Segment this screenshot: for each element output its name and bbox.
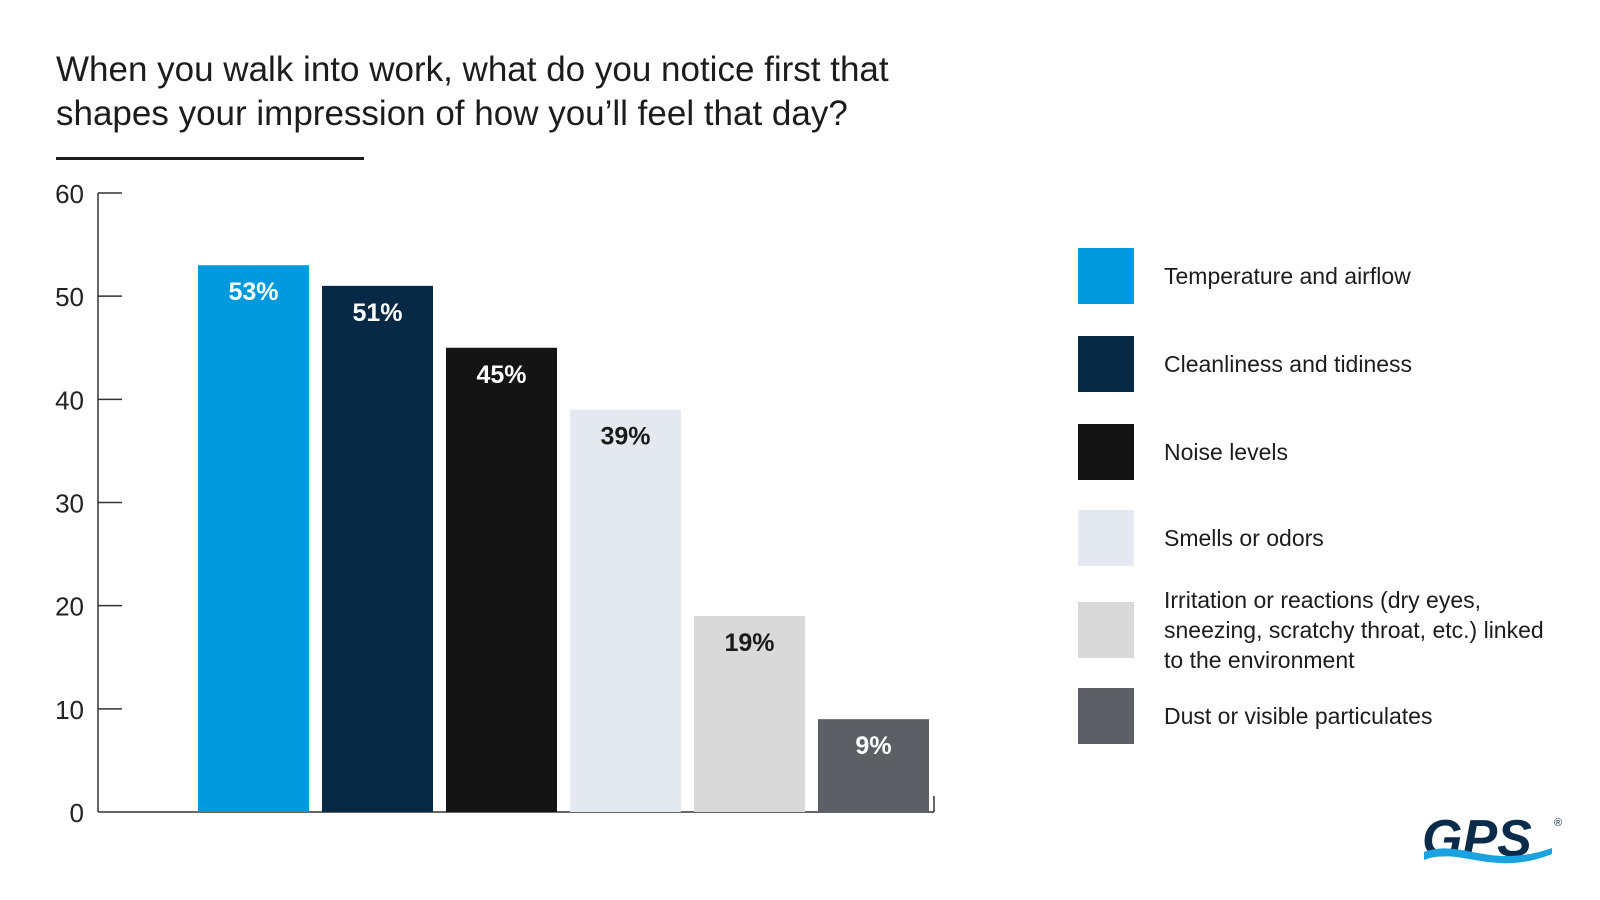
bar-5 bbox=[818, 719, 929, 812]
bar-4 bbox=[694, 615, 805, 812]
bar-3 bbox=[570, 409, 681, 812]
gps-logo: GPS ® bbox=[1422, 810, 1562, 868]
legend-label-smells: Smells or odors bbox=[1164, 525, 1324, 551]
legend-item-irritation: Irritation or reactions (dry eyes, sneez… bbox=[1078, 585, 1544, 675]
y-tick-label-30: 30 bbox=[55, 489, 84, 519]
title-underline bbox=[56, 157, 364, 160]
legend-item-smells: Smells or odors bbox=[1078, 510, 1544, 566]
bar-value-label-1: 51% bbox=[352, 299, 402, 327]
bar-0 bbox=[198, 265, 309, 812]
axes: 0 10 20 30 40 50 60 bbox=[55, 179, 935, 828]
legend-label-cleanliness: Cleanliness and tidiness bbox=[1164, 351, 1413, 377]
bar-value-label-5: 9% bbox=[855, 732, 891, 760]
bar-1 bbox=[322, 285, 433, 813]
legend-item-noise: Noise levels bbox=[1078, 424, 1544, 480]
legend-label-dust: Dust or visible particulates bbox=[1164, 703, 1433, 729]
legend-label-temperature: Temperature and airflow bbox=[1164, 263, 1411, 289]
y-tick-label-50: 50 bbox=[55, 282, 84, 312]
y-tick-label-40: 40 bbox=[55, 385, 84, 415]
legend-item-cleanliness: Cleanliness and tidiness bbox=[1078, 336, 1544, 392]
bar-value-label-0: 53% bbox=[228, 278, 278, 306]
legend-swatch-irritation bbox=[1078, 602, 1134, 658]
y-tick-label-10: 10 bbox=[55, 695, 84, 725]
logo-wave-icon bbox=[1424, 848, 1552, 864]
bar-value-label-4: 19% bbox=[724, 629, 774, 657]
bars bbox=[198, 265, 929, 813]
y-tick-label-60: 60 bbox=[55, 179, 84, 209]
chart-title-line-2: shapes your impression of how you’ll fee… bbox=[56, 94, 848, 133]
logo-registered-mark: ® bbox=[1554, 817, 1562, 829]
y-tick-label-0: 0 bbox=[70, 798, 84, 828]
legend-item-dust: Dust or visible particulates bbox=[1078, 688, 1544, 744]
chart-title: When you walk into work, what do you not… bbox=[56, 48, 1056, 136]
y-tick-label-20: 20 bbox=[55, 592, 84, 622]
bar-labels: 53% 51% 45% 39% 19% 9% bbox=[228, 278, 891, 760]
chart-title-line-1: When you walk into work, what do you not… bbox=[56, 50, 889, 89]
legend-swatch-cleanliness bbox=[1078, 336, 1134, 392]
legend-item-temperature: Temperature and airflow bbox=[1078, 248, 1544, 304]
bar-2 bbox=[446, 347, 557, 812]
legend-label-irritation: Irritation or reactions (dry eyes, sneez… bbox=[1164, 587, 1544, 673]
legend-label-noise: Noise levels bbox=[1164, 439, 1288, 465]
bar-value-label-2: 45% bbox=[476, 361, 526, 389]
legend-swatch-dust bbox=[1078, 688, 1134, 744]
legend-swatch-smells bbox=[1078, 510, 1134, 566]
legend-swatch-noise bbox=[1078, 424, 1134, 480]
bar-chart: 0 10 20 30 40 50 60 53% 51% 45% 39% 19% 9% bbox=[55, 179, 935, 828]
legend-swatch-temperature bbox=[1078, 248, 1134, 304]
bar-value-label-3: 39% bbox=[600, 423, 650, 451]
